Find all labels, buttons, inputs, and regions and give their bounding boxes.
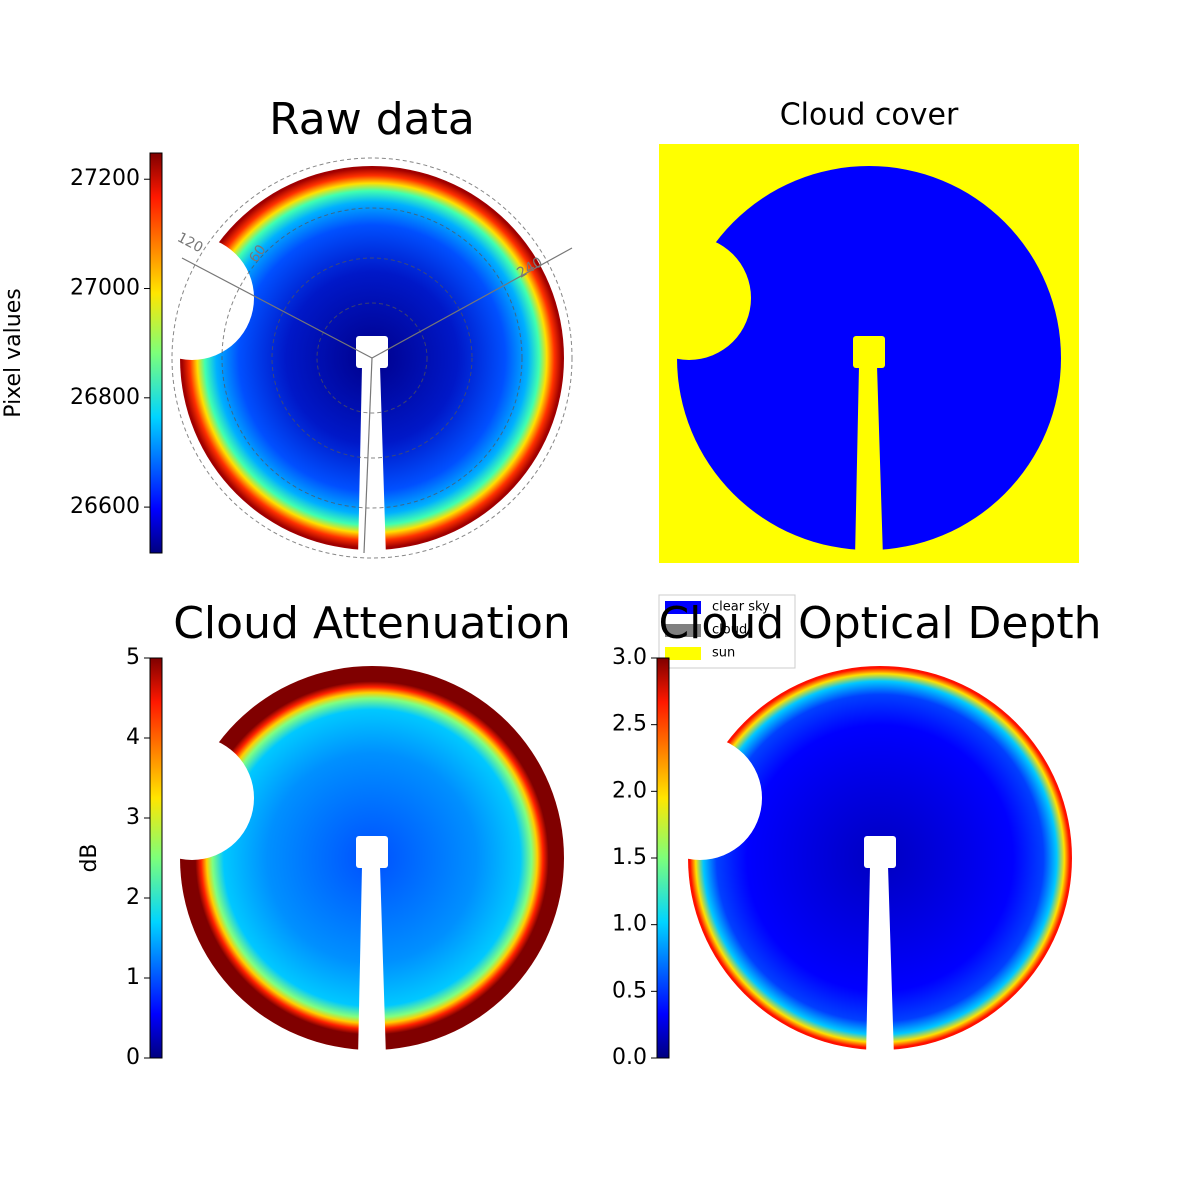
colorbar-tick-label: 3 (126, 805, 140, 830)
legend-swatch (665, 601, 701, 614)
colorbar-tick-label: 4 (126, 725, 140, 750)
colorbar-tick-label: 27000 (70, 276, 140, 301)
colorbar-tick-label: 26600 (70, 494, 140, 519)
colorbar-tick-label: 27200 (70, 166, 140, 191)
colorbar-label: dB (77, 843, 102, 872)
colorbar-tick-label: 2.5 (612, 712, 647, 737)
panel-title: Raw data (269, 94, 475, 145)
attenuation-image (172, 658, 572, 1058)
colorbar-tick-label: 26800 (70, 385, 140, 410)
colorbar (149, 152, 163, 554)
panel-title: Cloud cover (780, 98, 959, 133)
colorbar (656, 657, 670, 1059)
colorbar-label: Pixel values (1, 288, 26, 417)
colorbar-tick-label: 3.0 (612, 645, 647, 670)
legend-swatch (665, 647, 701, 660)
cod-image (680, 658, 1080, 1058)
colorbar (149, 657, 163, 1059)
legend-swatch (665, 624, 701, 637)
legend: clear sky cloud sun (658, 594, 796, 669)
colorbar-tick-label: 1.0 (612, 912, 647, 937)
panel-title: Cloud Optical Depth (658, 598, 1101, 649)
legend-label: sun (712, 646, 735, 661)
colorbar-tick-label: 0 (126, 1045, 140, 1070)
colorbar-tick-label: 0.5 (612, 978, 647, 1003)
legend-label: clear sky (712, 600, 770, 615)
colorbar-tick-label: 5 (126, 645, 140, 670)
colorbar-tick-label: 2 (126, 885, 140, 910)
cloud-cover-image (669, 158, 1069, 558)
colorbar-tick-label: 0.0 (612, 1045, 647, 1070)
colorbar-tick-label: 2.0 (612, 778, 647, 803)
colorbar-tick-label: 1 (126, 965, 140, 990)
colorbar-tick-label: 1.5 (612, 845, 647, 870)
panel-title: Cloud Attenuation (173, 598, 571, 649)
raw-image (171, 157, 573, 559)
legend-label: cloud (712, 623, 747, 638)
